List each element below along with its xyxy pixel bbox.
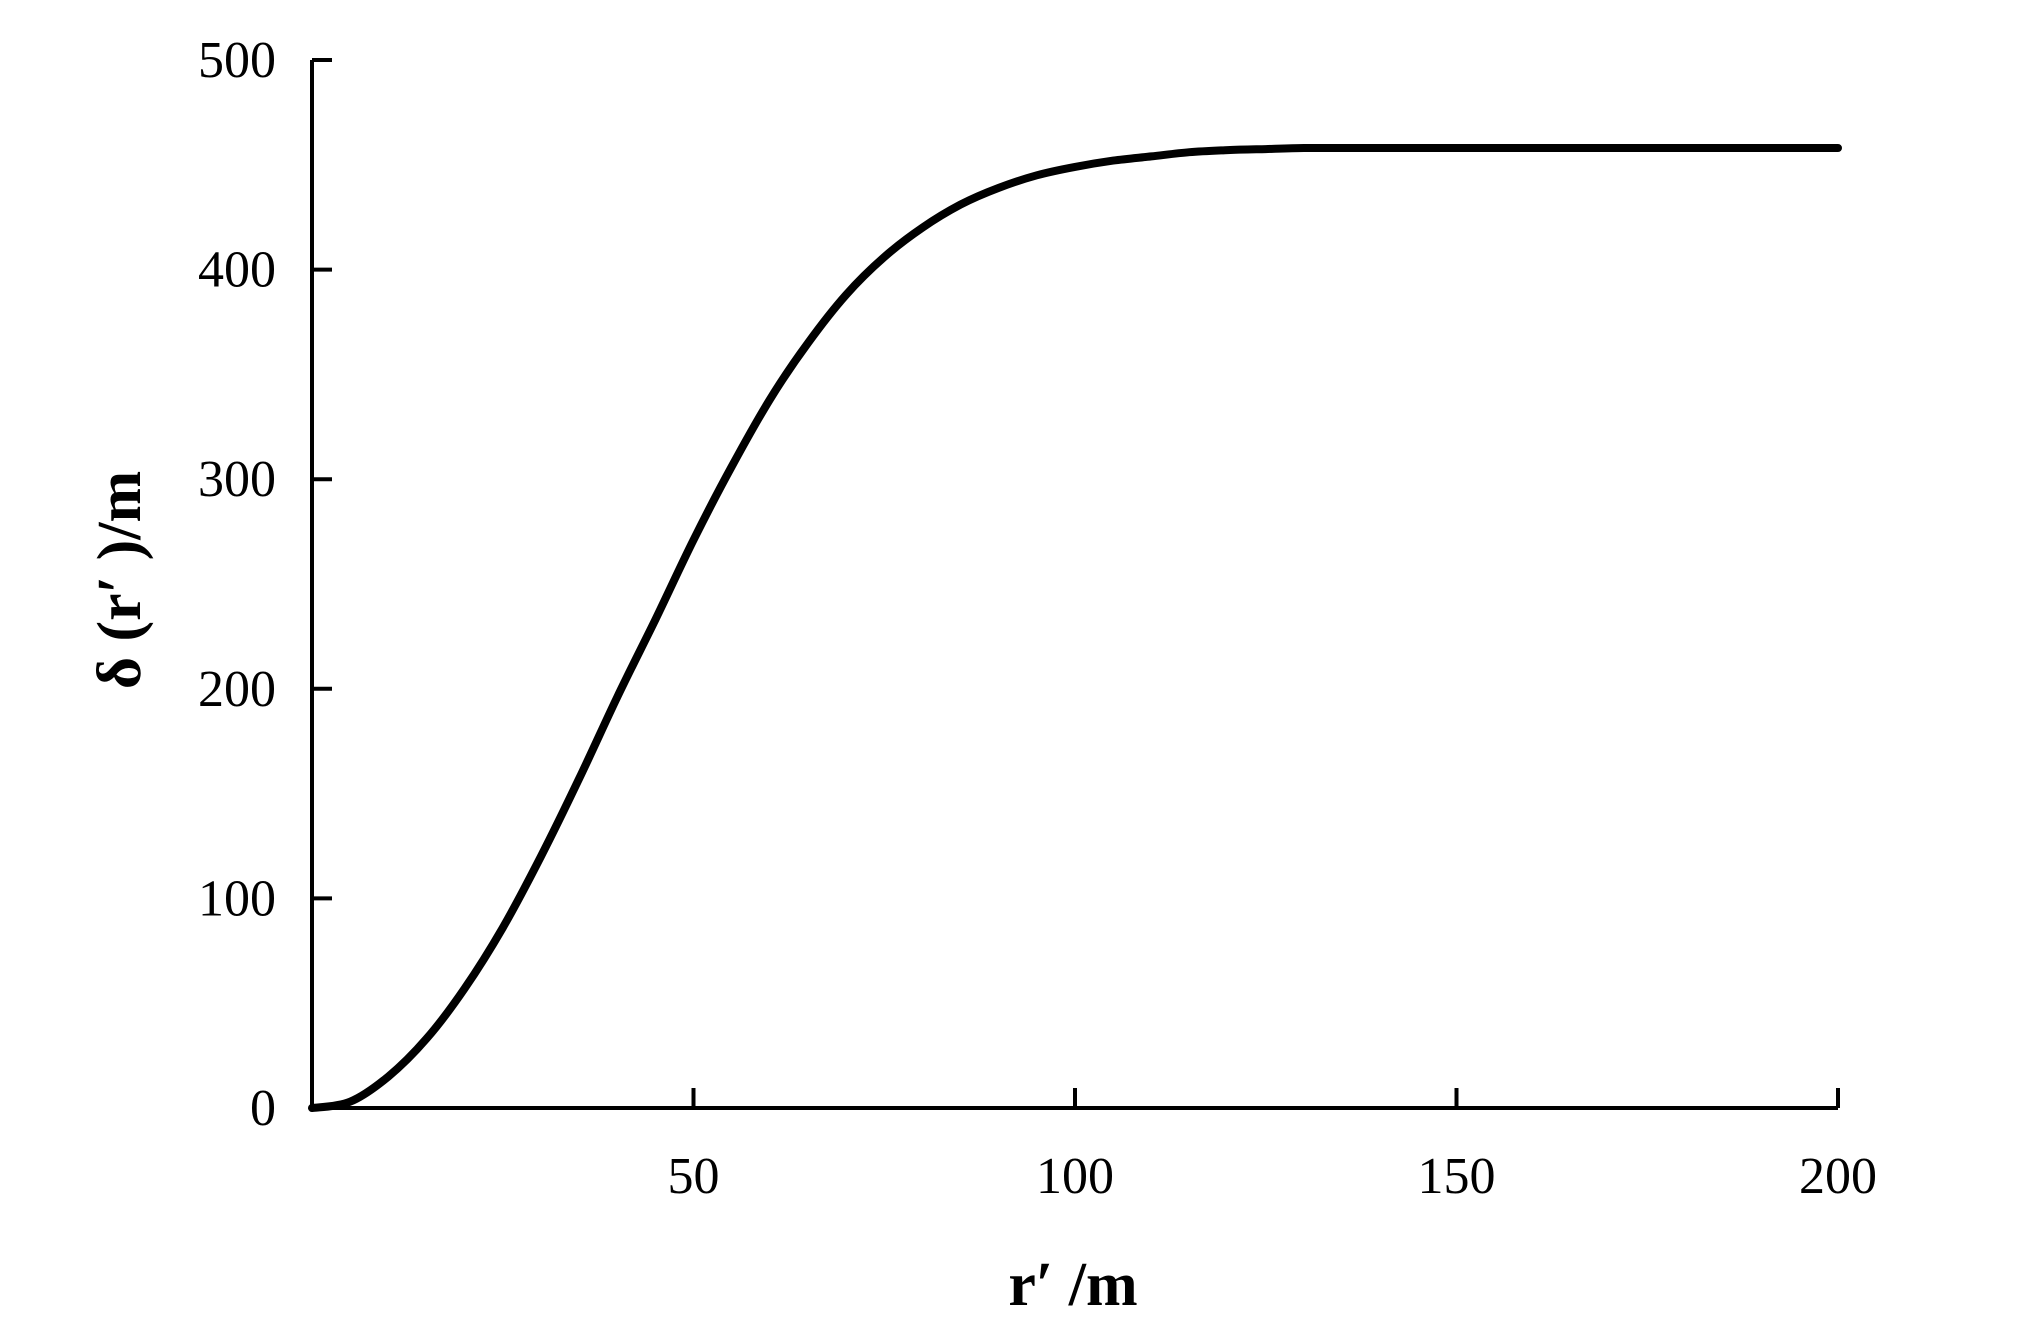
x-axis-label: r′ /m	[1008, 1251, 1137, 1319]
series-group	[308, 143, 1842, 1112]
x-tick-label: 50	[668, 1148, 720, 1205]
y-tick-label: 200	[198, 661, 276, 718]
series-line	[308, 143, 1842, 1112]
x-tick-label: 200	[1799, 1148, 1877, 1205]
y-tick-label: 500	[198, 32, 276, 89]
y-tick-label: 0	[250, 1080, 276, 1137]
y-tick-label: 300	[198, 451, 276, 508]
x-tick-label: 100	[1036, 1148, 1114, 1205]
y-axis-label: δ (r′ )/m	[86, 471, 154, 689]
x-tick-label: 150	[1418, 1148, 1496, 1205]
y-tick-label: 100	[198, 870, 276, 927]
y-tick-label: 400	[198, 242, 276, 299]
axes: 0 100 200 300 400 500 50 100 150 200	[198, 32, 1877, 1205]
